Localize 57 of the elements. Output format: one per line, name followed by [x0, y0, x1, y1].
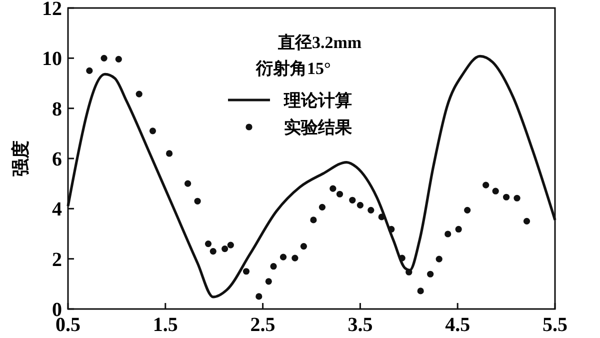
y-tick-label: 12	[42, 0, 62, 20]
point	[444, 230, 452, 238]
annotation: 衍射角15°	[255, 59, 331, 78]
point	[318, 204, 326, 210]
y-tick-label: 2	[52, 248, 62, 271]
point	[436, 256, 442, 262]
x-tick-label: 3.5	[348, 314, 373, 336]
point	[136, 90, 142, 98]
x-tick-label: 1.5	[152, 314, 178, 336]
point	[388, 226, 395, 233]
point	[204, 240, 212, 248]
point	[330, 185, 336, 192]
point	[166, 150, 173, 157]
point	[115, 56, 122, 62]
point	[292, 254, 298, 262]
point	[464, 206, 471, 214]
point	[378, 214, 385, 220]
point	[368, 206, 374, 214]
point	[455, 226, 462, 233]
point	[265, 278, 272, 285]
point	[280, 254, 287, 260]
point	[398, 254, 406, 262]
y-axis-title: 强度	[10, 140, 30, 176]
point	[417, 288, 424, 294]
point	[300, 242, 308, 250]
point	[427, 270, 434, 278]
legend-label: 理论计算	[283, 90, 352, 110]
point	[503, 194, 510, 200]
legend-label: 实验结果	[284, 118, 353, 137]
point	[184, 180, 192, 187]
point	[310, 216, 317, 224]
point	[336, 190, 344, 198]
point	[356, 202, 364, 208]
y-tick-label: 8	[52, 98, 62, 120]
point	[349, 196, 356, 204]
y-tick-label: 10	[42, 48, 62, 70]
point	[210, 248, 216, 255]
point	[194, 198, 201, 204]
point	[514, 194, 520, 202]
x-tick-label: 5.5	[542, 314, 568, 336]
annotation: 直径3.2mm	[277, 33, 362, 52]
x-tick-label: 2.5	[250, 314, 276, 336]
point	[227, 242, 234, 248]
point	[492, 188, 499, 194]
y-tick-label: 6	[52, 148, 62, 170]
point	[523, 218, 530, 225]
point	[100, 54, 108, 62]
point	[222, 246, 228, 252]
point	[406, 268, 412, 276]
x-tick-label: 4.5	[445, 314, 470, 336]
point	[270, 263, 277, 270]
point	[149, 128, 156, 134]
point	[86, 67, 93, 74]
y-tick-label: 4	[52, 198, 62, 221]
point	[256, 293, 262, 300]
point	[482, 182, 490, 188]
point	[242, 268, 250, 275]
